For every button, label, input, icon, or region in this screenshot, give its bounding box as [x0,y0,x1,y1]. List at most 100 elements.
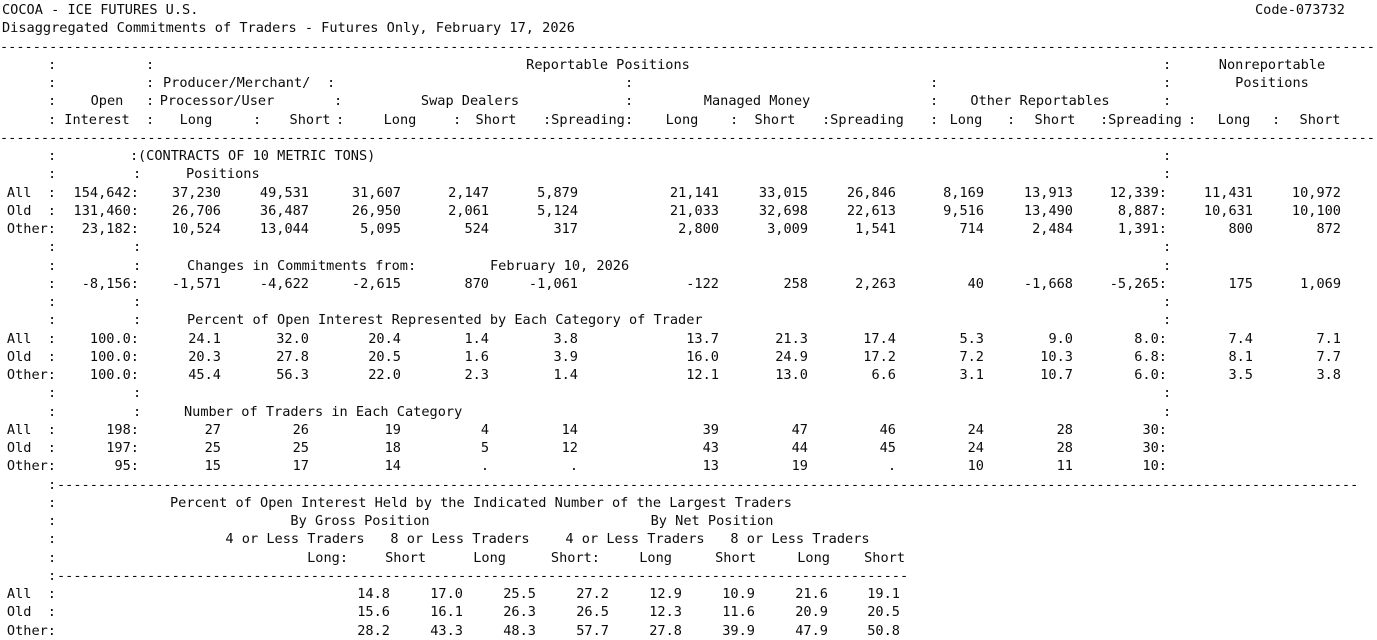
percent-row-old: Old : 100.0: 20.3 27.8 20.5 1.6 3.9 16.0 24.9 17.… [0,348,1377,366]
col-header-nonreportable-positions: Positions [1235,75,1309,91]
cell: 8.1 [1228,348,1253,365]
cell: 3,009 [767,221,808,237]
colon-separator: : [146,93,155,110]
col-header-short: Short: [550,549,600,566]
cell: -122 [686,275,719,292]
cell: 10,972 [1291,184,1341,201]
cell: 11 [1056,458,1073,475]
cell: 15 [204,458,221,475]
cell: 12.1 [686,367,719,383]
cell: -2,615 [351,275,401,292]
report-code: Code-073732 [1254,2,1345,18]
traders-row-all: All : 198: 27 26 19 4 14 39 47 46 24 28 30: [0,421,1377,439]
cell: 37,230 [171,184,221,201]
col-header-short: Short [475,111,517,128]
concentration-colheader-line: : Long: Short Long Short: Long Short Lon… [0,549,1377,567]
cell: 39 [702,421,719,438]
report-subtitle: Disaggregated Commitments of Traders - F… [2,20,575,37]
col-header-other-reportables: Other Reportables [970,93,1110,110]
separator-line: : --------------------------------------… [0,476,1377,494]
cell: 7.4 [1228,330,1253,347]
colon-separator: : [48,239,57,256]
cell: 5 [480,440,489,456]
colon-separator: : [48,111,57,128]
colon-separator: : [1163,166,1172,183]
colon-separator: : [48,312,57,329]
cell: 5,124 [537,202,578,219]
cell: Old : [6,348,56,365]
cell: 36,487 [259,202,309,219]
cell: 32.0 [276,330,309,347]
cell: 47.9 [795,622,828,639]
colon-separator: : [133,166,142,183]
concentration-section-title: Percent of Open Interest Held by the Ind… [170,494,792,511]
col-header-long: Long [639,549,672,566]
colon-separator: : [1272,111,1281,128]
cell: Old : [6,440,56,456]
cell: 20.3 [188,348,221,365]
cell: 19 [384,421,401,438]
concentration-group-line-2: : 4 or Less Traders 8 or Less Traders 4 … [0,530,1377,548]
colon-separator: : [930,93,939,110]
colon-separator: : [48,567,57,584]
cell: 9,516 [943,202,984,219]
cell: 24 [967,421,984,438]
cell: Other: [6,622,56,639]
colon-separator: : [48,531,57,548]
cell: 1,541 [855,221,896,237]
col-header-by-net: By Net Position [650,513,774,529]
col-header-long: Long [949,111,983,128]
changes-date: February 10, 2026 [490,257,630,274]
colon-separator: : [48,166,57,183]
cell: 26,950 [351,202,401,219]
concentration-title-line: : Percent of Open Interest Held by the I… [0,494,1377,512]
cell: 13,490 [1023,202,1073,219]
cell: 3.9 [553,348,578,365]
col-header-by-gross: By Gross Position [290,513,430,529]
cell: 100.0: [89,367,139,383]
cell: 43.3 [430,622,463,639]
cell: 2,800 [678,221,719,237]
colon-separator: : [1163,312,1172,329]
cell: 31,607 [351,184,401,201]
cell: 8,887: [1117,202,1167,219]
colon-separator: : [146,56,155,73]
cell: 21,141 [669,184,719,201]
cell: 10.7 [1040,367,1073,383]
cell: 13,044 [259,221,309,237]
concentration-row-old: Old : 15.6 16.1 26.3 26.5 12.3 11.6 20.9 20.5 [0,603,1377,621]
cell: 13.0 [775,367,808,383]
colon-separator: : [48,476,57,493]
positions-row-other: Other: 23,182: 10,524 13,044 5,095 524 317 2,80… [0,220,1377,238]
rule-line: ----------------------------------------… [0,129,1377,147]
col-header-short: Short [289,111,331,128]
cell: 49,531 [259,184,309,201]
cell: 45 [879,440,896,456]
cell: 14 [561,421,578,438]
cell: 10 [967,458,984,475]
cell: 1.4 [464,330,489,347]
col-header-short: Short [864,549,905,566]
cell: 198: [106,421,139,438]
col-header-spreading: :Spreading [1100,111,1182,128]
cell: 870 [464,275,489,292]
cell: 57.7 [576,622,609,639]
colon-separator: : [327,75,336,91]
dashed-rule: ----------------------------------------… [0,38,1375,55]
traders-title-line: : : Number of Traders in Each Category : [0,403,1377,421]
concentration-group-line-1: : By Gross Position By Net Position [0,512,1377,530]
cell: 50.8 [867,622,900,639]
filler-line: : : : [0,293,1377,311]
cell: All : [6,184,56,201]
traders-row-old: Old : 197: 25 25 18 5 12 43 44 45 24 28 30: [0,439,1377,457]
changes-section-title: Changes in Commitments from: [187,257,417,274]
cell: 47 [791,421,808,438]
colon-separator: : [133,239,142,256]
col-header-spreading: :Spreading [822,111,904,128]
cell: 17.0 [430,586,463,602]
colon-separator: : [453,111,462,128]
cell: 175 [1228,275,1253,292]
colon-separator: : [730,111,739,128]
colon-separator: : [1163,148,1172,164]
dashed-rule: ----------------------------------------… [57,567,909,584]
